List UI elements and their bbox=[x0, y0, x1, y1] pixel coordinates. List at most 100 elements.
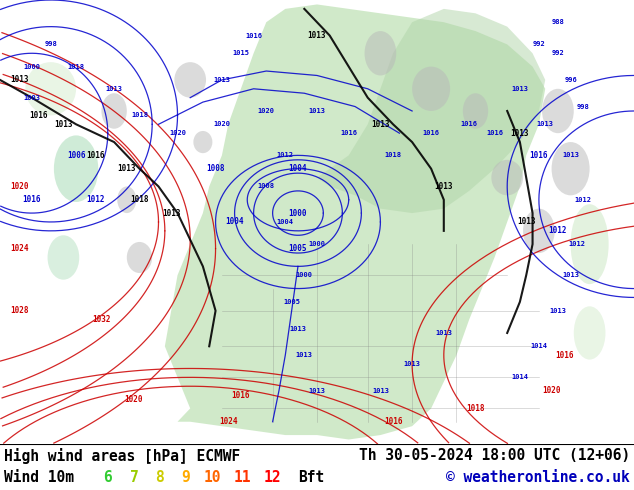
Text: 1013: 1013 bbox=[214, 77, 230, 83]
Text: 1016: 1016 bbox=[555, 351, 574, 360]
Text: 1013: 1013 bbox=[296, 352, 313, 358]
Ellipse shape bbox=[174, 62, 206, 98]
Text: 1016: 1016 bbox=[245, 32, 262, 39]
Text: 1013: 1013 bbox=[54, 120, 73, 129]
Text: 1004: 1004 bbox=[277, 219, 294, 225]
Text: 1013: 1013 bbox=[562, 272, 579, 278]
Text: 1013: 1013 bbox=[290, 325, 306, 332]
Ellipse shape bbox=[365, 31, 396, 75]
Text: 1008: 1008 bbox=[206, 164, 225, 173]
Text: 996: 996 bbox=[564, 77, 577, 83]
Text: 1012: 1012 bbox=[569, 241, 585, 247]
Ellipse shape bbox=[54, 135, 98, 202]
Polygon shape bbox=[165, 4, 545, 440]
Text: 9: 9 bbox=[181, 470, 190, 486]
Text: 8: 8 bbox=[155, 470, 164, 486]
Text: 11: 11 bbox=[233, 470, 251, 486]
Text: Bft: Bft bbox=[298, 470, 324, 486]
Ellipse shape bbox=[571, 204, 609, 284]
Text: 1020: 1020 bbox=[10, 182, 29, 191]
Text: 1018: 1018 bbox=[68, 64, 84, 70]
Text: 1016: 1016 bbox=[461, 122, 477, 127]
Ellipse shape bbox=[523, 209, 555, 253]
Text: 1013: 1013 bbox=[10, 75, 29, 84]
Text: 6: 6 bbox=[103, 470, 112, 486]
Text: 1016: 1016 bbox=[486, 130, 503, 136]
Text: 1000: 1000 bbox=[309, 241, 325, 247]
Text: 12: 12 bbox=[263, 470, 281, 486]
Text: 7: 7 bbox=[129, 470, 138, 486]
Text: 1000: 1000 bbox=[23, 64, 40, 70]
Text: 1012: 1012 bbox=[575, 197, 592, 203]
Text: 1005: 1005 bbox=[283, 299, 300, 305]
Ellipse shape bbox=[412, 67, 450, 111]
Text: 1013: 1013 bbox=[512, 86, 528, 92]
Text: 1013: 1013 bbox=[307, 31, 327, 40]
Text: 998: 998 bbox=[44, 41, 57, 48]
Text: 992: 992 bbox=[533, 41, 545, 48]
Text: Wind 10m: Wind 10m bbox=[4, 470, 74, 486]
Text: 1018: 1018 bbox=[466, 404, 485, 413]
Text: 10: 10 bbox=[204, 470, 221, 486]
Text: 1020: 1020 bbox=[542, 386, 561, 395]
Text: 1020: 1020 bbox=[124, 395, 143, 404]
Text: 1000: 1000 bbox=[288, 209, 307, 218]
Text: 1024: 1024 bbox=[219, 417, 238, 426]
Text: 1016: 1016 bbox=[340, 130, 357, 136]
Ellipse shape bbox=[101, 93, 127, 129]
Text: 1008: 1008 bbox=[258, 183, 275, 190]
Text: 1024: 1024 bbox=[10, 244, 29, 253]
Ellipse shape bbox=[574, 306, 605, 360]
Text: 1013: 1013 bbox=[106, 86, 122, 92]
Text: 1016: 1016 bbox=[22, 196, 41, 204]
Text: 1013: 1013 bbox=[371, 120, 390, 129]
Ellipse shape bbox=[48, 235, 79, 280]
Text: 1016: 1016 bbox=[29, 111, 48, 120]
Ellipse shape bbox=[117, 187, 136, 213]
Text: 1013: 1013 bbox=[162, 209, 181, 218]
Text: 1014: 1014 bbox=[512, 374, 528, 380]
Text: 1000: 1000 bbox=[296, 272, 313, 278]
Text: High wind areas [hPa] ECMWF: High wind areas [hPa] ECMWF bbox=[4, 448, 240, 464]
Text: 1013: 1013 bbox=[550, 308, 566, 314]
Text: 1013: 1013 bbox=[517, 218, 536, 226]
Text: 1020: 1020 bbox=[258, 108, 275, 114]
Ellipse shape bbox=[25, 62, 76, 116]
Text: 1018: 1018 bbox=[385, 152, 401, 158]
Text: 1015: 1015 bbox=[233, 50, 249, 56]
Text: 1016: 1016 bbox=[529, 151, 548, 160]
Text: 1028: 1028 bbox=[10, 306, 29, 315]
Ellipse shape bbox=[542, 89, 574, 133]
Text: 1012: 1012 bbox=[86, 196, 105, 204]
Text: 1003: 1003 bbox=[23, 95, 40, 100]
Ellipse shape bbox=[463, 93, 488, 129]
Text: 1013: 1013 bbox=[562, 152, 579, 158]
Text: 1013: 1013 bbox=[510, 129, 529, 138]
Text: 1016: 1016 bbox=[423, 130, 439, 136]
Text: 1020: 1020 bbox=[214, 122, 230, 127]
Text: 992: 992 bbox=[552, 50, 564, 56]
Text: 1016: 1016 bbox=[231, 391, 250, 400]
Text: 1013: 1013 bbox=[434, 182, 453, 191]
Text: 1016: 1016 bbox=[384, 417, 403, 426]
Text: 1013: 1013 bbox=[537, 122, 553, 127]
Text: 1004: 1004 bbox=[225, 218, 244, 226]
Text: © weatheronline.co.uk: © weatheronline.co.uk bbox=[446, 470, 630, 486]
Ellipse shape bbox=[491, 160, 523, 196]
Text: 1013: 1013 bbox=[309, 108, 325, 114]
Text: 1012: 1012 bbox=[548, 226, 567, 235]
Text: 1004: 1004 bbox=[288, 164, 307, 173]
Text: 1018: 1018 bbox=[131, 112, 148, 119]
Text: 1020: 1020 bbox=[169, 130, 186, 136]
Text: 998: 998 bbox=[577, 103, 590, 110]
Text: 1013: 1013 bbox=[436, 330, 452, 336]
Ellipse shape bbox=[552, 142, 590, 196]
Polygon shape bbox=[317, 9, 545, 213]
Text: 1014: 1014 bbox=[531, 343, 547, 349]
Text: 1016: 1016 bbox=[86, 151, 105, 160]
Ellipse shape bbox=[193, 131, 212, 153]
Text: Th 30-05-2024 18:00 UTC (12+06): Th 30-05-2024 18:00 UTC (12+06) bbox=[359, 448, 630, 464]
Text: 1006: 1006 bbox=[67, 151, 86, 160]
Text: 1032: 1032 bbox=[92, 315, 111, 324]
Text: 1018: 1018 bbox=[130, 196, 149, 204]
